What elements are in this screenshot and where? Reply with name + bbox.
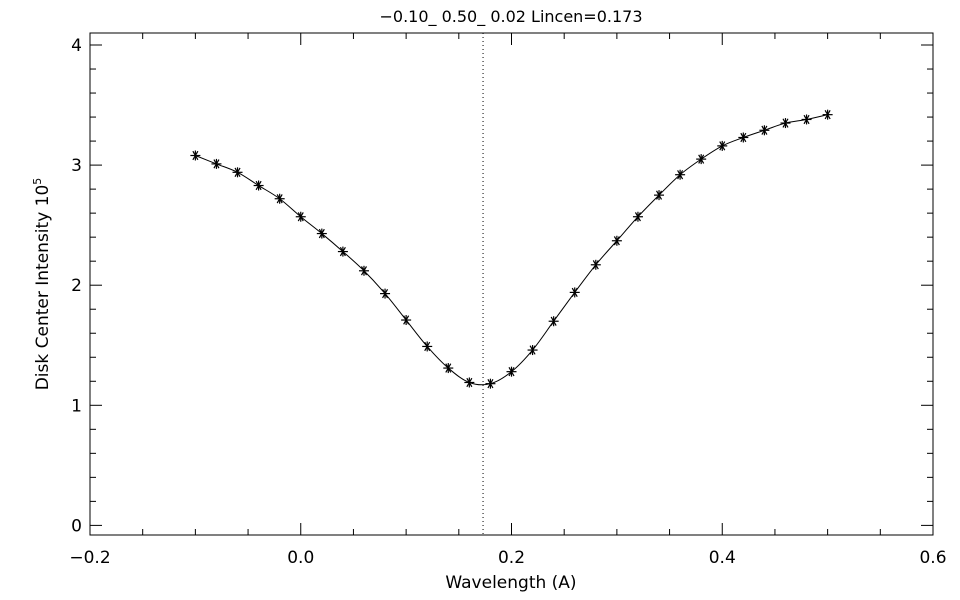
data-point bbox=[337, 246, 348, 257]
x-tick-label: 0.2 bbox=[498, 548, 525, 568]
data-points bbox=[190, 109, 833, 389]
data-point bbox=[401, 315, 412, 326]
plot-frame bbox=[89, 32, 934, 536]
data-point bbox=[696, 154, 707, 165]
data-point bbox=[274, 193, 285, 204]
y-tick-label: 4 bbox=[71, 36, 82, 56]
data-point bbox=[632, 211, 643, 222]
data-point bbox=[253, 180, 264, 191]
data-point bbox=[443, 363, 454, 374]
data-point bbox=[464, 377, 475, 388]
data-point bbox=[485, 378, 496, 389]
data-point bbox=[380, 288, 391, 299]
data-point bbox=[780, 118, 791, 129]
data-point bbox=[358, 265, 369, 276]
y-axis-label-text: Disk Center Intensity 10 bbox=[33, 185, 53, 391]
x-tick-label: 0.6 bbox=[919, 548, 946, 568]
x-tick-label: −0.2 bbox=[69, 548, 110, 568]
x-tick-label: 0.0 bbox=[287, 548, 314, 568]
y-tick-label: 2 bbox=[71, 276, 82, 296]
data-point bbox=[759, 125, 770, 136]
axis-ticks bbox=[89, 33, 934, 535]
data-point bbox=[654, 190, 665, 201]
y-tick-label: 1 bbox=[71, 396, 82, 416]
data-point bbox=[295, 211, 306, 222]
y-tick-label: 0 bbox=[71, 516, 82, 536]
data-point bbox=[590, 259, 601, 270]
data-point bbox=[801, 114, 812, 125]
data-point bbox=[611, 235, 622, 246]
data-point bbox=[422, 341, 433, 352]
tick-labels: −0.2 0.0 0.2 0.4 0.6 0 1 2 3 4 bbox=[69, 36, 946, 568]
data-point bbox=[316, 228, 327, 239]
x-axis-label: Wavelength (A) bbox=[445, 573, 576, 593]
y-axis-label-exponent: 5 bbox=[31, 178, 44, 185]
x-tick-label: 0.4 bbox=[709, 548, 736, 568]
data-point bbox=[190, 150, 201, 161]
data-point bbox=[738, 132, 749, 143]
data-point bbox=[232, 167, 243, 178]
data-point bbox=[717, 140, 728, 151]
data-point bbox=[527, 345, 538, 356]
data-point bbox=[822, 109, 833, 120]
y-axis-label: Disk Center Intensity 105 bbox=[31, 178, 53, 391]
data-point bbox=[675, 169, 686, 180]
data-point bbox=[506, 366, 517, 377]
y-tick-label: 3 bbox=[71, 156, 82, 176]
data-point bbox=[569, 287, 580, 298]
data-point bbox=[548, 316, 559, 327]
chart-title: −0.10_ 0.50_ 0.02 Lincen=0.173 bbox=[379, 7, 642, 27]
data-point bbox=[211, 158, 222, 169]
series-line bbox=[195, 114, 828, 386]
